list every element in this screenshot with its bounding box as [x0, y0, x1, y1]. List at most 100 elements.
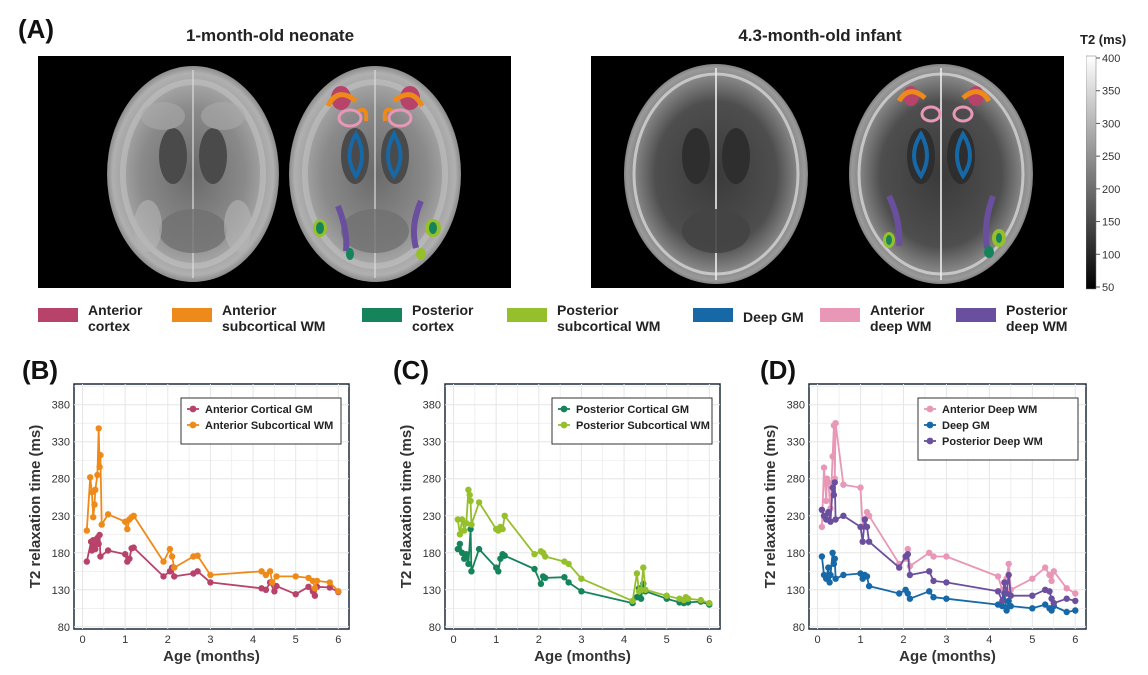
series-posterior-subcortical-wm — [454, 486, 713, 607]
legend-marker — [189, 421, 197, 429]
data-point — [830, 560, 838, 568]
data-point — [271, 588, 278, 595]
data-point — [994, 588, 1002, 595]
data-point — [92, 545, 99, 553]
data-point — [311, 592, 319, 599]
x-axis-label: Age (months) — [899, 648, 996, 665]
data-point — [830, 491, 838, 499]
neonate-brain-plain — [107, 66, 279, 282]
data-point — [456, 540, 464, 548]
data-point — [633, 570, 641, 577]
data-point — [160, 573, 167, 580]
data-point — [465, 560, 472, 568]
x-tick-label: 0 — [79, 634, 85, 646]
data-point — [95, 425, 102, 432]
legend-swatch — [507, 308, 547, 322]
data-point — [83, 558, 90, 565]
y-tick-label: 130 — [423, 585, 441, 597]
data-point — [831, 555, 838, 562]
data-point — [943, 595, 950, 602]
data-point — [454, 545, 461, 553]
data-point — [865, 538, 873, 545]
data-point — [130, 512, 137, 519]
y-tick-label: 380 — [423, 400, 441, 412]
data-point — [171, 573, 178, 580]
data-point — [465, 486, 472, 493]
data-point — [697, 596, 704, 604]
data-point — [104, 547, 112, 554]
data-point — [83, 527, 90, 534]
data-point — [311, 585, 319, 592]
data-point — [663, 592, 670, 599]
x-tick-label: 2 — [536, 634, 542, 646]
data-point — [537, 580, 545, 587]
data-point — [640, 564, 647, 571]
data-point — [820, 464, 828, 471]
legend-marker — [926, 437, 934, 445]
data-point — [273, 573, 280, 580]
data-point — [827, 571, 834, 579]
data-point — [531, 551, 538, 558]
y-tick-label: 180 — [423, 548, 441, 560]
data-point — [168, 553, 176, 560]
data-point — [104, 511, 112, 518]
data-point — [463, 520, 470, 527]
y-tick-label: 330 — [787, 437, 805, 449]
data-point — [207, 571, 214, 579]
data-point — [827, 518, 834, 525]
y-tick-label: 280 — [787, 474, 805, 486]
data-point — [825, 564, 832, 571]
neonate-mri-image — [38, 56, 511, 288]
data-point — [1029, 605, 1036, 612]
data-point — [930, 553, 937, 560]
plot-legend: Anterior Cortical GM Anterior Subcortical… — [180, 397, 342, 445]
data-point — [126, 555, 133, 562]
colorbar: 400 350 300 250 200 150 100 50 — [1086, 54, 1120, 294]
data-point — [861, 516, 868, 523]
data-point — [1046, 571, 1053, 579]
x-tick-label: 1 — [122, 634, 128, 646]
y-axis-label: T2 relaxation time (ms) — [398, 425, 415, 588]
data-point — [1063, 608, 1070, 616]
data-point — [468, 568, 475, 575]
data-point — [1042, 601, 1049, 608]
panel-label-a: (A) — [18, 14, 55, 44]
data-point — [1005, 571, 1012, 579]
y-tick-label: 130 — [52, 585, 70, 597]
data-point — [542, 553, 549, 560]
x-tick-label: 0 — [815, 634, 821, 646]
colorbar-tick: 350 — [1102, 86, 1120, 98]
data-point — [266, 568, 274, 575]
x-tick-label: 6 — [335, 634, 341, 646]
neonate-brain-roi — [289, 66, 461, 282]
colorbar-title: T2 (ms) — [1080, 32, 1127, 47]
panel-label-d: (D) — [760, 355, 797, 385]
y-tick-label: 180 — [52, 548, 70, 560]
data-point — [475, 499, 483, 506]
legend-swatch — [172, 308, 212, 322]
data-point — [831, 479, 838, 486]
data-point — [98, 521, 105, 528]
x-tick-label: 0 — [450, 634, 456, 646]
data-point — [832, 516, 839, 523]
data-point — [1005, 597, 1012, 605]
colorbar-tick: 100 — [1102, 249, 1120, 261]
data-point — [818, 506, 826, 513]
data-point — [865, 582, 873, 590]
legend-swatch — [362, 308, 402, 322]
data-point — [96, 463, 103, 471]
data-point — [1063, 585, 1070, 592]
data-point — [561, 574, 568, 581]
neonate-title: 1-month-old neonate — [185, 26, 355, 45]
data-point — [684, 595, 692, 602]
data-point — [1042, 564, 1049, 571]
data-point — [531, 565, 538, 573]
x-tick-label: 4 — [250, 634, 256, 646]
data-point — [863, 573, 871, 580]
infant-brain-roi — [849, 64, 1033, 284]
legend-label: Posterior cortex — [412, 302, 474, 334]
series-anterior-cortical-gm — [83, 531, 342, 599]
data-point — [499, 525, 506, 533]
data-point — [326, 579, 333, 586]
x-tick-label: 6 — [706, 634, 712, 646]
